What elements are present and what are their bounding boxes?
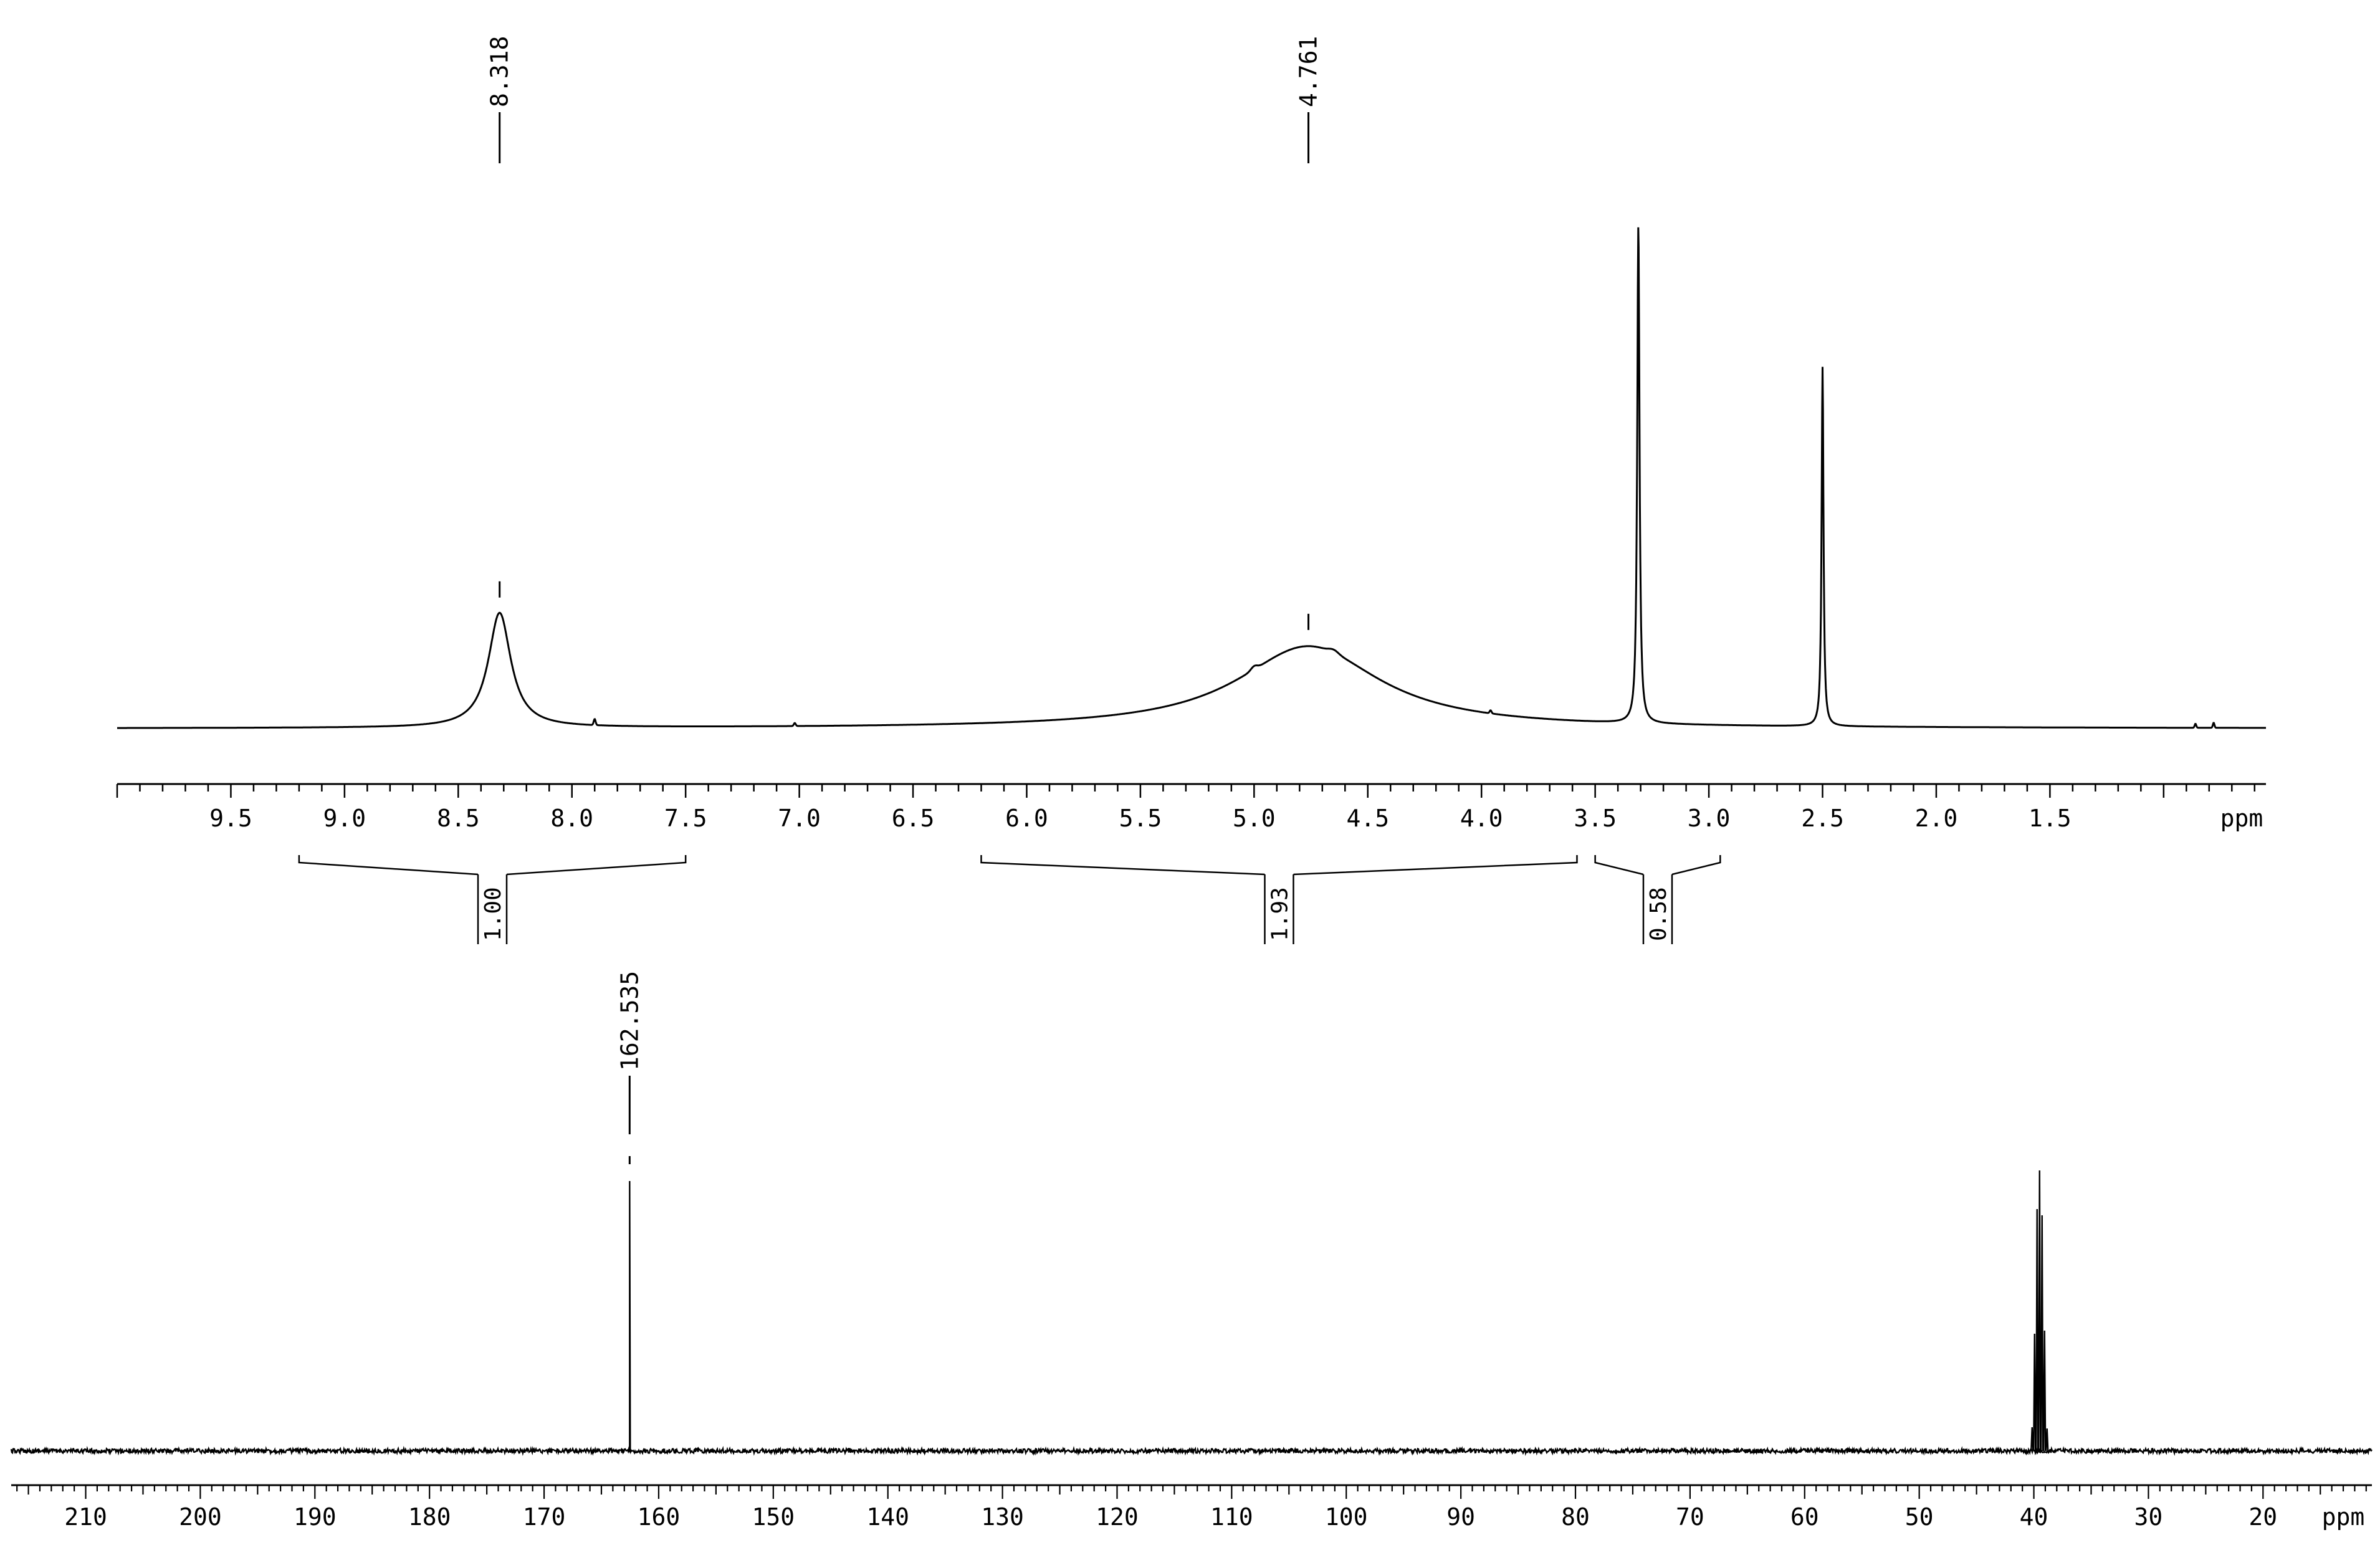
carbon-tick-label: 90	[1446, 1503, 1475, 1531]
integral-value: 1.93	[1267, 887, 1293, 941]
carbon-tick-label: 190	[294, 1503, 337, 1531]
integral-bracket	[980, 855, 1578, 876]
proton-peak-label: 4.761	[1295, 36, 1322, 107]
carbon-tick-label: 70	[1676, 1503, 1704, 1531]
proton-tick-label: 3.5	[1574, 805, 1617, 832]
proton-tick-label: 6.0	[1005, 805, 1048, 832]
integral-bracket	[298, 855, 687, 876]
proton-peak-labels: 8.318 4.761	[486, 36, 1322, 163]
integral-bracket	[1594, 855, 1721, 876]
proton-spectrum-trace	[117, 227, 2266, 729]
carbon-tick-label: 130	[981, 1503, 1024, 1531]
carbon-axis-unit: ppm	[2322, 1503, 2365, 1531]
carbon-nmr-spectrum: 162.535 210 200 190 180 170 160 150 140 130 120 11…	[10, 971, 2373, 1531]
proton-tick-label: 6.5	[892, 805, 935, 832]
carbon-tick-label: 80	[1561, 1503, 1590, 1531]
integral-value: 1.00	[480, 887, 506, 941]
proton-integrals: 1.00 1.93 0.58	[298, 855, 1721, 944]
proton-nmr-spectrum: 8.318 4.761 9.5 9.0 8.5 8.0 7.5 7.0 6.5 6.0 5.5 5.…	[116, 36, 2266, 944]
carbon-peak-label: 162.535	[616, 971, 643, 1071]
proton-tick-label: 1.5	[2029, 805, 2072, 832]
carbon-tick-label: 30	[2134, 1503, 2163, 1531]
carbon-tick-label: 20	[2249, 1503, 2277, 1531]
proton-tick-label: 5.0	[1233, 805, 1276, 832]
carbon-tick-label: 160	[638, 1503, 681, 1531]
proton-tick-label: 2.5	[1801, 805, 1844, 832]
proton-tick-label: 8.0	[550, 805, 593, 832]
carbon-tick-label: 50	[1905, 1503, 1934, 1531]
proton-ppm-axis: 9.5 9.0 8.5 8.0 7.5 7.0 6.5 6.0 5.5 5.0 4.5 4.0 3.5 3…	[116, 783, 2266, 832]
proton-peak-markers	[499, 581, 1310, 630]
carbon-peak-labels: 162.535	[616, 971, 643, 1134]
carbon-tick-label: 210	[64, 1503, 107, 1531]
carbon-tick-label: 140	[866, 1503, 909, 1531]
carbon-ppm-axis: 210 200 190 180 170 160 150 140 130 120 110 100 90 80…	[11, 1484, 2372, 1531]
carbon-tick-label: 110	[1210, 1503, 1253, 1531]
proton-tick-label: 7.0	[778, 805, 821, 832]
proton-tick-label: 9.0	[323, 805, 366, 832]
carbon-tick-label: 180	[408, 1503, 451, 1531]
proton-tick-label: 7.5	[664, 805, 707, 832]
carbon-tick-label: 100	[1325, 1503, 1368, 1531]
proton-tick-label: 9.5	[209, 805, 252, 832]
proton-tick-label: 4.5	[1346, 805, 1389, 832]
carbon-tick-label: 120	[1096, 1503, 1139, 1531]
proton-axis-unit: ppm	[2220, 805, 2263, 832]
proton-tick-label: 8.5	[437, 805, 480, 832]
proton-peak-label: 8.318	[486, 36, 514, 107]
proton-tick-label: 2.0	[1915, 805, 1958, 832]
carbon-tick-label: 150	[752, 1503, 795, 1531]
carbon-tick-label: 200	[179, 1503, 222, 1531]
carbon-spectrum-trace	[10, 1170, 2373, 1457]
carbon-tick-label: 60	[1790, 1503, 1819, 1531]
integral-value: 0.58	[1646, 887, 1671, 941]
proton-tick-label: 5.5	[1119, 805, 1162, 832]
proton-tick-label: 4.0	[1460, 805, 1503, 832]
carbon-tick-label: 40	[2020, 1503, 2048, 1531]
carbon-tick-label: 170	[523, 1503, 566, 1531]
proton-tick-label: 3.0	[1688, 805, 1731, 832]
